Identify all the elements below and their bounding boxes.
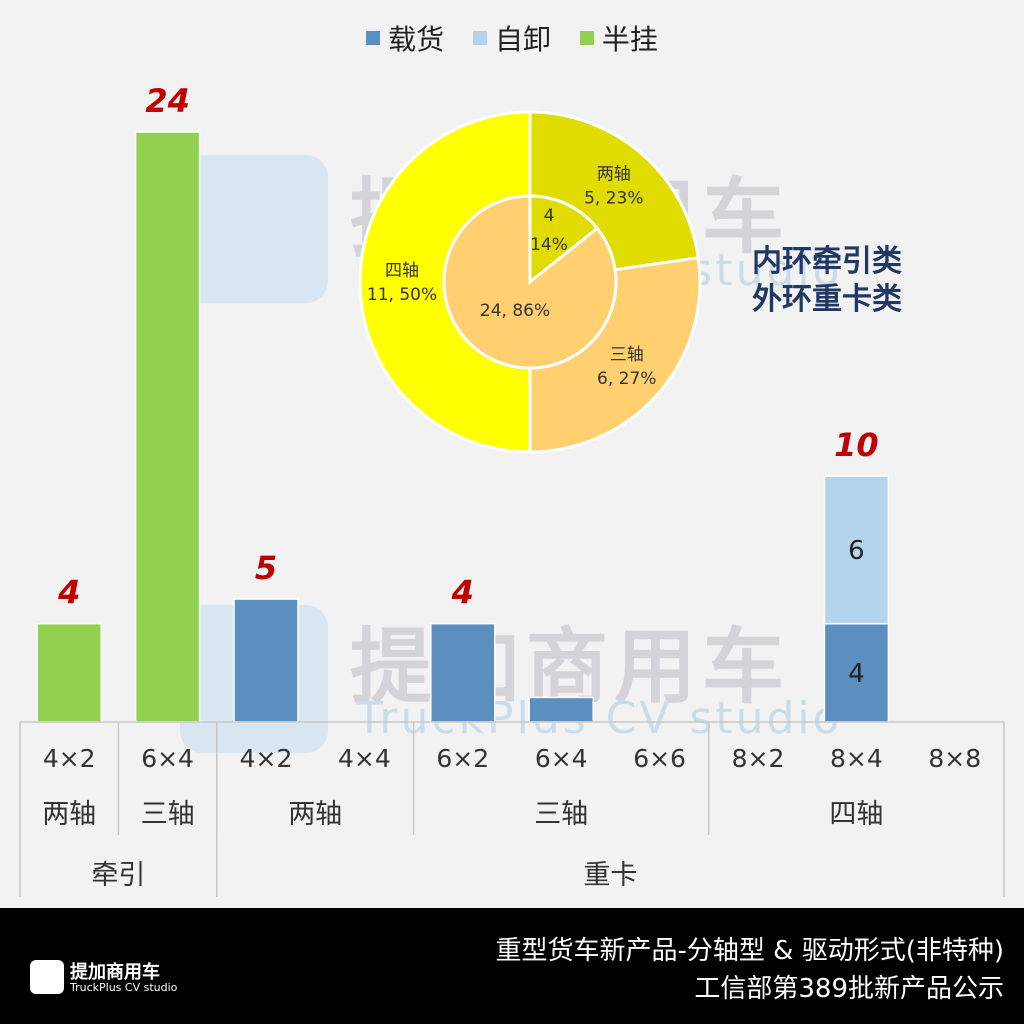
footer-subtitle: 工信部第389批新产品公示 [694,974,1004,1004]
category-tick-label: 4×4 [338,744,391,773]
inner-pie-slice [442,194,618,370]
legend: 载货 自卸 半挂 [0,18,1024,58]
slice-pct-label: 14% [530,235,568,255]
footer-title: 重型货车新产品-分轴型 & 驱动形式(非特种) [495,936,1004,966]
chart-canvas: 4 4×2 24 6×4 5 4×2 4×4 4 6×2 6×4 6×6 8×2 4 6 10 8×4 8×8 两… [19,82,1005,897]
bar-载货 [528,696,594,723]
axle-group-label: 三轴 [534,799,588,830]
slice-name-label: 三轴 [610,345,644,365]
slice-value-label: 4 [544,206,555,226]
category-tick-label: 4×2 [43,744,96,773]
legend-swatch [472,31,487,45]
brand-subtitle: TruckPlus CV studio [70,981,178,994]
bar-自卸 [823,475,890,625]
axle-group-label: 四轴 [829,799,883,830]
category-tick-label: 6×4 [535,744,588,773]
legend-swatch [366,31,381,45]
category-tick-label: 4×2 [240,744,293,773]
axle-group-label: 两轴 [42,799,96,830]
total-label: 10 [834,426,879,464]
category-tick-label: 8×4 [830,744,883,773]
note-line: 内环牵引类 [752,244,902,279]
total-label: 24 [145,82,190,120]
ring-annotation: 内环牵引类 外环重卡类 [752,243,902,319]
segment-label: 4 [848,659,865,689]
axle-group-label: 两轴 [288,799,342,830]
note-line: 外环重卡类 [752,282,902,317]
legend-item: 自卸 [472,18,551,58]
category-tick-label: 8×2 [732,744,785,773]
slice-name-label: 四轴 [385,261,419,281]
segment-label: 6 [848,536,865,566]
bar-载货 [233,598,299,723]
watermark-logo [180,155,328,303]
total-label: 4 [57,574,80,612]
footer: 提加商用车 TruckPlus CV studio 重型货车新产品-分轴型 & … [0,908,1024,1024]
slice-value-label: 24, 86% [480,301,550,321]
slice-name-label: 两轴 [597,164,631,184]
type-group-label: 重卡 [583,860,637,891]
slice-value-label: 11, 50% [367,285,437,305]
slice-value-label: 5, 23% [584,188,643,208]
legend-swatch [579,31,594,45]
bar-半挂 [134,131,201,723]
axle-group-label: 三轴 [141,799,195,830]
category-tick-label: 6×4 [141,744,194,773]
legend-label: 自卸 [494,23,551,56]
slice-value-label: 6, 27% [597,369,656,389]
legend-item: 载货 [366,18,444,58]
type-group-label: 牵引 [91,860,145,891]
inner-pie-slice [528,194,600,286]
bar-半挂 [36,622,102,723]
category-tick-label: 6×2 [436,744,489,773]
total-label: 5 [255,549,277,587]
category-tick-label: 8×8 [928,744,981,773]
total-label: 4 [451,574,474,612]
bar-载货 [430,622,496,723]
legend-label: 半挂 [601,23,658,56]
brand-name: 提加商用车 [70,962,160,983]
legend-item: 半挂 [579,18,658,58]
brand-logo-icon [30,960,64,994]
category-tick-label: 6×6 [633,744,686,773]
legend-label: 载货 [388,23,445,56]
